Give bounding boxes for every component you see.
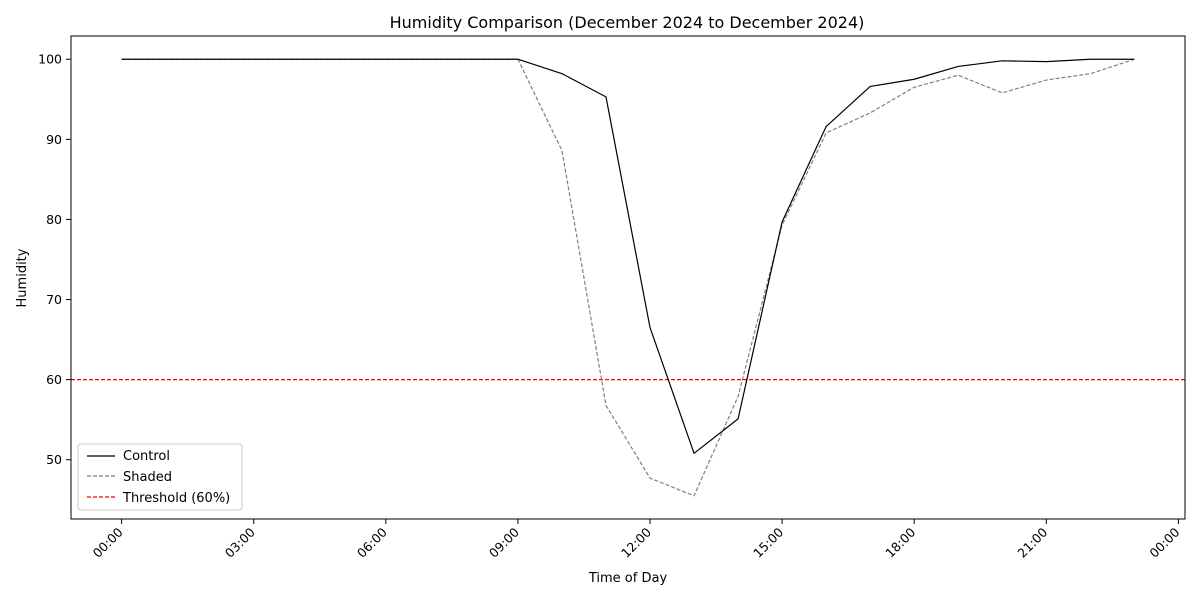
y-axis-label: Humidity [15, 248, 30, 307]
legend-label-threshold: Threshold (60%) [122, 491, 230, 506]
legend: Control Shaded Threshold (60%) [77, 443, 243, 511]
y-axis-ticks: 50 60 70 80 90 100 [38, 52, 71, 467]
y-tick-label: 90 [46, 132, 62, 147]
y-tick-label: 70 [46, 292, 62, 307]
x-tick-label: 03:00 [222, 524, 258, 560]
x-tick-label: 09:00 [486, 524, 522, 560]
x-tick-label: 15:00 [750, 524, 786, 560]
y-tick-label: 80 [46, 212, 62, 227]
x-tick-label: 06:00 [354, 524, 390, 560]
x-tick-label: 21:00 [1014, 524, 1050, 560]
plot-area [71, 58, 1185, 497]
plot-frame [70, 35, 1186, 520]
legend-box [77, 443, 243, 511]
y-tick-label: 100 [38, 52, 62, 67]
y-tick-label: 50 [46, 452, 62, 467]
x-tick-label: 00:00 [1146, 524, 1182, 560]
legend-label-control: Control [123, 449, 170, 464]
x-axis-ticks: 00:00 03:00 06:00 09:00 12:00 15:00 18:00 21:00… [90, 519, 1183, 561]
series-line-shaded [121, 58, 1135, 497]
x-tick-label: 00:00 [90, 524, 126, 560]
x-tick-label: 12:00 [618, 524, 654, 560]
x-axis-label: Time of Day [588, 571, 668, 586]
chart-title: Humidity Comparison (December 2024 to De… [390, 13, 865, 32]
x-tick-label: 18:00 [882, 524, 918, 560]
legend-label-shaded: Shaded [123, 470, 172, 485]
y-tick-label: 60 [46, 372, 62, 387]
series-line-control [121, 58, 1135, 454]
